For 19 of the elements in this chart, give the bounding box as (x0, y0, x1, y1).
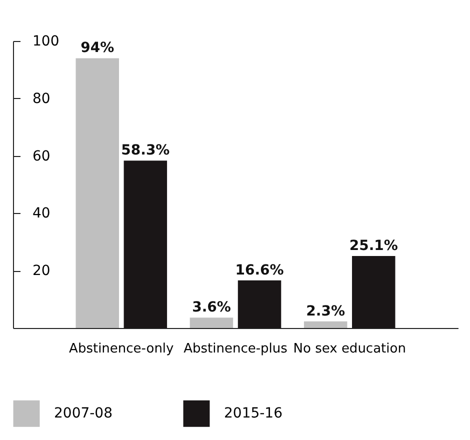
bar (304, 321, 348, 328)
data-label: 25.1% (349, 238, 398, 254)
bar (76, 58, 119, 328)
y-tick-label: 60 (32, 148, 50, 164)
legend-label: 2007-08 (54, 406, 112, 422)
data-label: 94% (80, 40, 114, 56)
y-tick-label: 80 (32, 90, 50, 107)
y-tick-label: 100 (32, 34, 60, 50)
y-tick-label: 20 (32, 263, 50, 280)
data-label: 3.6% (192, 300, 231, 316)
x-tick-label: No sex education (293, 342, 406, 356)
bar (190, 318, 234, 328)
legend-label: 2015-16 (224, 406, 283, 422)
data-label: 58.3% (121, 142, 170, 159)
y-tick-label: 40 (32, 206, 50, 222)
x-tick-label: Abstinence-only (69, 342, 174, 356)
data-label: 16.6% (235, 262, 284, 278)
x-tick-label: Abstinence-plus (184, 342, 288, 356)
data-label: 2.3% (306, 303, 345, 320)
